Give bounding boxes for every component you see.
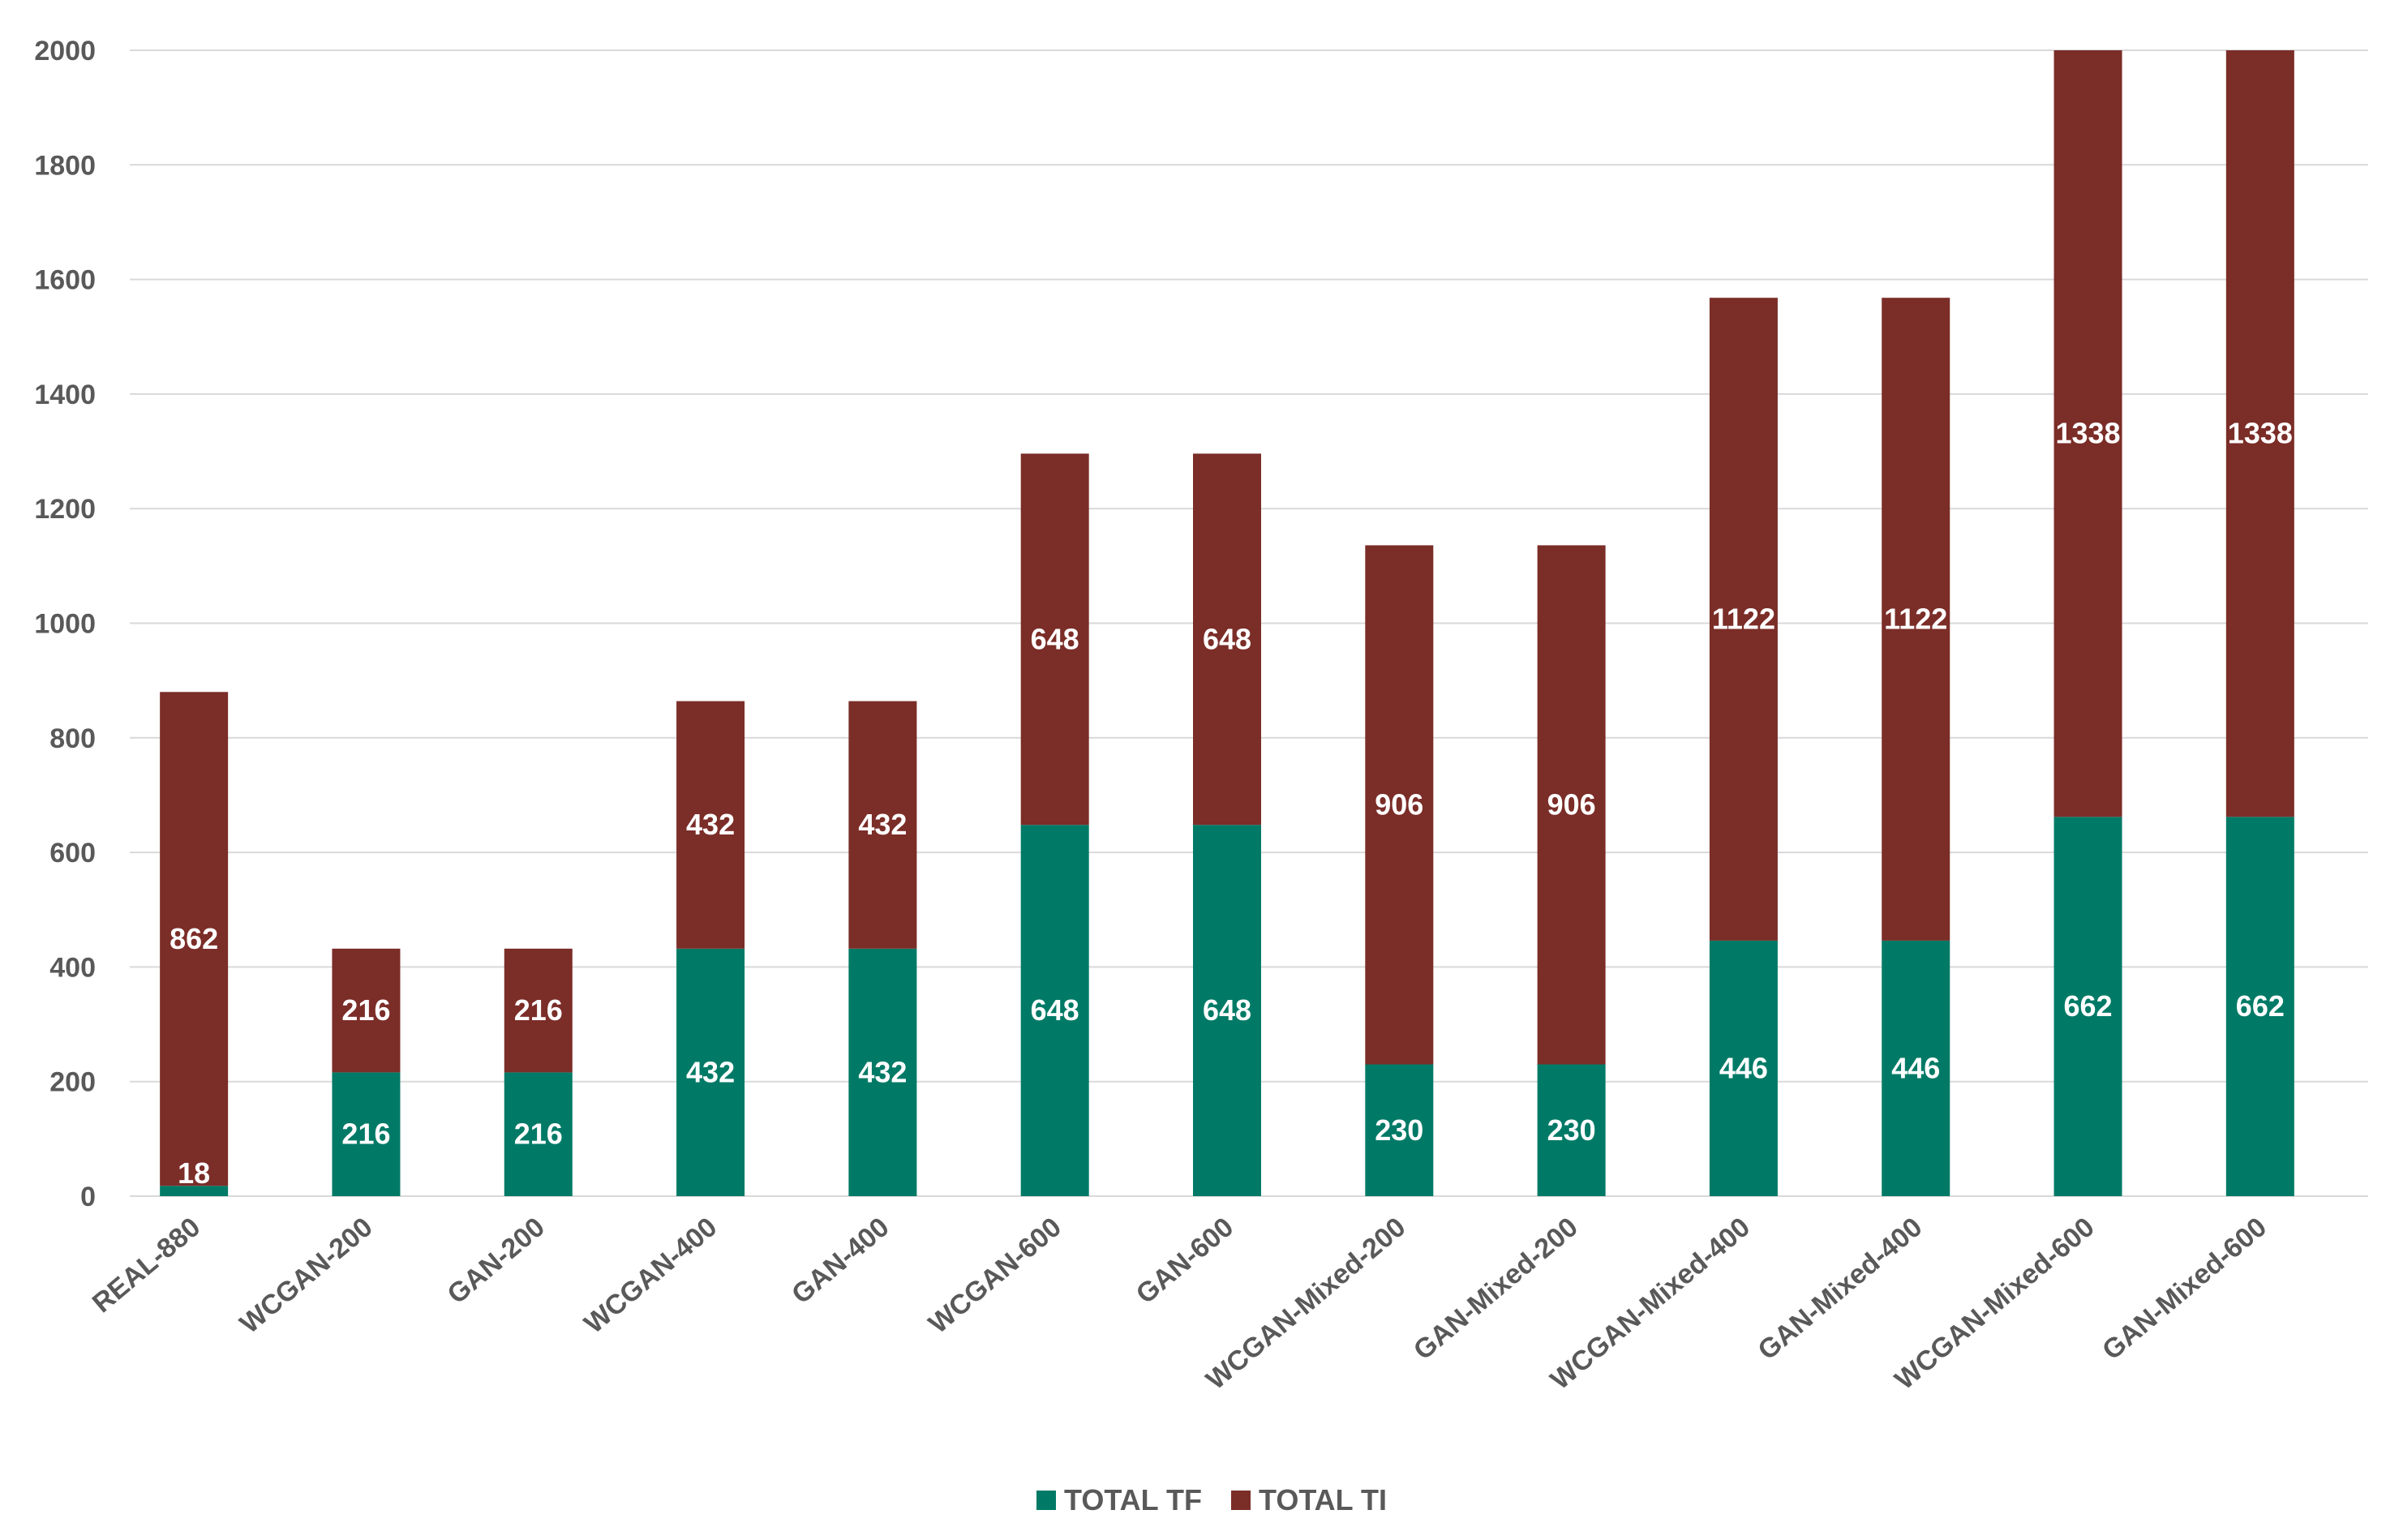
- data-label: 432: [858, 1055, 907, 1088]
- bar-total-tf: [1193, 825, 1261, 1196]
- bar-total-ti: [504, 948, 573, 1073]
- bar-total-ti: [1537, 545, 1606, 1065]
- bar-total-ti: [1882, 298, 1950, 941]
- data-label: 1338: [2228, 417, 2293, 450]
- data-label: 862: [170, 922, 218, 955]
- bar-total-tf: [504, 1072, 573, 1196]
- x-tick-label: WCGAN-600: [923, 1212, 1067, 1340]
- y-tick-label: 1600: [34, 265, 96, 296]
- x-tick-label: GAN-Mixed-200: [1408, 1212, 1584, 1366]
- y-tick-label: 2000: [34, 36, 96, 66]
- data-label: 432: [686, 1055, 735, 1088]
- legend-label: TOTAL TF: [1064, 1483, 1202, 1516]
- bar-total-ti: [2053, 50, 2122, 817]
- y-tick-label: 200: [49, 1067, 96, 1098]
- data-label: 1122: [1884, 603, 1947, 636]
- y-tick-label: 1200: [34, 494, 96, 525]
- x-tick-label: WCGAN-200: [234, 1212, 379, 1340]
- bar-total-ti: [848, 701, 917, 949]
- y-tick-label: 800: [49, 723, 96, 754]
- y-tick-label: 1400: [34, 380, 96, 410]
- bar-total-ti: [1193, 453, 1261, 826]
- x-tick-label: GAN-600: [1131, 1212, 1239, 1310]
- bar-total-ti: [1020, 453, 1089, 826]
- data-label: 662: [2063, 989, 2112, 1023]
- data-label: 648: [1031, 622, 1079, 655]
- bar-total-tf: [1020, 825, 1089, 1196]
- bar-total-tf: [676, 948, 745, 1196]
- bar-total-tf: [1365, 1064, 1434, 1196]
- y-axis-ticks: 0 200 400 600 800 1000 1200 1400 1600 1800 2000: [34, 36, 96, 1212]
- legend-label: TOTAL TI: [1259, 1483, 1387, 1516]
- bar-total-tf: [848, 948, 917, 1196]
- bar-total-ti: [160, 692, 229, 1186]
- data-label: 1122: [1712, 603, 1775, 636]
- y-tick-label: 1800: [34, 150, 96, 181]
- data-label: 216: [341, 993, 390, 1027]
- bar-total-tf: [1709, 940, 1778, 1196]
- x-tick-label: GAN-400: [786, 1212, 895, 1310]
- legend: TOTAL TF TOTAL TI: [1036, 1483, 1387, 1516]
- data-label: 216: [514, 1117, 563, 1151]
- bar-total-ti: [332, 948, 401, 1073]
- data-label: 230: [1375, 1113, 1423, 1147]
- data-label: 1338: [2055, 417, 2120, 450]
- data-label: 216: [514, 993, 563, 1027]
- legend-swatch-total-tf: [1036, 1491, 1056, 1510]
- bar-total-tf: [2053, 817, 2122, 1196]
- data-label: 216: [341, 1117, 390, 1151]
- bar-total-ti: [1709, 298, 1778, 941]
- legend-swatch-total-ti: [1231, 1491, 1251, 1510]
- data-label: 662: [2236, 989, 2285, 1023]
- data-label: 906: [1547, 787, 1596, 821]
- y-tick-label: 400: [49, 952, 96, 983]
- data-label: 446: [1719, 1051, 1768, 1084]
- data-label: 446: [1891, 1051, 1940, 1084]
- x-tick-label: WCGAN-400: [578, 1212, 723, 1340]
- data-label: 648: [1203, 622, 1251, 655]
- y-tick-label: 1000: [34, 609, 96, 640]
- data-labels: 18 862 216 216 216 216 432 432 432 432 648 648 648 64…: [170, 417, 2293, 1190]
- bar-total-tf: [1882, 940, 1950, 1196]
- y-tick-label: 0: [80, 1182, 96, 1212]
- bar-total-tf: [2225, 817, 2294, 1196]
- bar-total-ti: [1365, 545, 1434, 1065]
- data-label: 230: [1547, 1113, 1596, 1147]
- x-tick-label: REAL-880: [87, 1212, 206, 1319]
- x-tick-label: GAN-Mixed-600: [2096, 1212, 2272, 1366]
- data-label: 432: [858, 808, 907, 841]
- x-tick-label: GAN-Mixed-400: [1752, 1212, 1928, 1366]
- data-label: 648: [1203, 993, 1251, 1027]
- data-label: 432: [686, 808, 735, 841]
- data-label: 906: [1375, 787, 1423, 821]
- x-axis-ticks: REAL-880 WCGAN-200 GAN-200 WCGAN-400 GAN-400…: [87, 1212, 2272, 1396]
- bars: [160, 50, 2294, 1196]
- x-tick-label: GAN-200: [441, 1212, 550, 1310]
- bar-total-tf: [160, 1186, 229, 1196]
- data-label: 18: [178, 1156, 210, 1190]
- data-label: 648: [1031, 993, 1079, 1027]
- bar-total-tf: [1537, 1064, 1606, 1196]
- bar-total-ti: [676, 701, 745, 949]
- bar-total-ti: [2225, 50, 2294, 817]
- y-tick-label: 600: [49, 838, 96, 869]
- bar-total-tf: [332, 1072, 401, 1196]
